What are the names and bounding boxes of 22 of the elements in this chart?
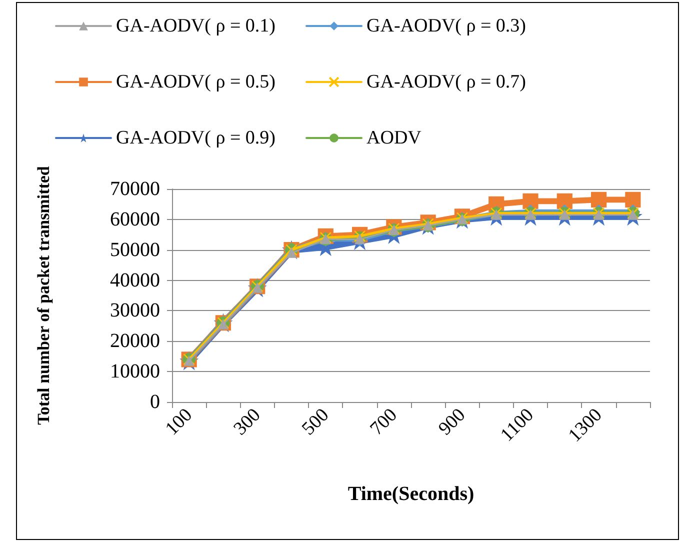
legend-label: AODV xyxy=(366,128,422,148)
y-tick-label: 40000 xyxy=(110,269,160,292)
x-tick-label: 500 xyxy=(298,404,334,440)
y-tick-label: 30000 xyxy=(110,300,160,322)
x-axis-title: Time(Seconds) xyxy=(348,483,474,505)
y-tick-label: 20000 xyxy=(110,330,160,352)
y-tick-label: 10000 xyxy=(110,360,160,383)
y-tick-label: 50000 xyxy=(110,238,160,261)
x-tick-label: 900 xyxy=(434,404,470,440)
legend-label: GA-AODV( ρ = 0.7) xyxy=(366,72,526,92)
y-tick-label: 0 xyxy=(150,391,160,413)
y-tick-label: 60000 xyxy=(110,208,160,230)
x-tick-label: 300 xyxy=(230,404,265,440)
y-tick-label: 70000 xyxy=(110,178,160,200)
legend-label: GA-AODV( ρ = 0.1) xyxy=(116,16,276,36)
legend-label: GA-AODV( ρ = 0.3) xyxy=(366,16,526,36)
x-tick-label: 100 xyxy=(162,404,196,440)
legend-label: GA-AODV( ρ = 0.5) xyxy=(116,72,276,92)
x-tick-label: 1100 xyxy=(496,404,538,446)
y-axis-title: Total number of packet transmitted xyxy=(34,166,53,425)
x-tick-label: 700 xyxy=(366,404,402,440)
legend-label: GA-AODV( ρ = 0.9) xyxy=(116,128,276,148)
